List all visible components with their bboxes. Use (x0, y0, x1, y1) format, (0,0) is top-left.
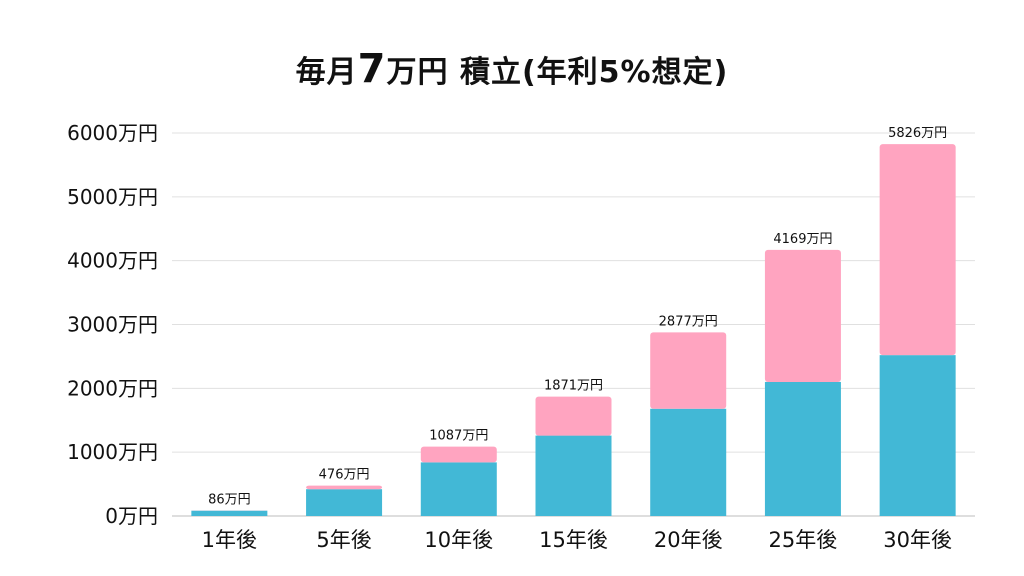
y-tick-label: 0万円 (105, 504, 158, 528)
bar-segment-top (764, 249, 841, 382)
bars (191, 144, 956, 516)
x-tick-label: 25年後 (769, 528, 838, 552)
bar-segment-top (650, 332, 727, 409)
y-tick-label: 6000万円 (67, 121, 158, 145)
bar-segment-top (879, 144, 956, 356)
y-tick-label: 5000万円 (67, 185, 158, 209)
bar-segment-base (650, 408, 727, 516)
bar-segment-base (420, 462, 497, 516)
data-label: 1087万円 (429, 429, 488, 444)
x-tick-label: 30年後 (883, 528, 952, 552)
bar-segment-top (420, 446, 497, 463)
bar-segment-top (306, 485, 383, 490)
data-label: 1871万円 (544, 379, 603, 394)
gridlines (172, 132, 975, 517)
y-tick-label: 4000万円 (67, 249, 158, 273)
data-label: 4169万円 (773, 232, 832, 247)
y-tick-label: 2000万円 (67, 376, 158, 400)
title-suffix: 万円 積立(年利5%想定) (386, 55, 729, 90)
bar-segment-base (879, 355, 956, 516)
chart-title: 毎月7万円 積立(年利5%想定) (0, 46, 1024, 92)
data-label: 2877万円 (659, 314, 718, 329)
x-tick-label: 15年後 (539, 528, 608, 552)
bar-segment-base (764, 381, 841, 516)
bar-segment-base (191, 510, 268, 516)
title-amount: 7 (357, 46, 387, 92)
data-label: 476万円 (319, 468, 370, 483)
x-tick-label: 1年後 (202, 528, 257, 552)
bar-segment-base (535, 435, 612, 516)
x-tick-label: 10年後 (424, 528, 493, 552)
labels: 0万円 1000万円 2000万円 3000万円 4000万円 5000万円 6000万円 8… (67, 121, 952, 552)
bar-segment-base (306, 489, 383, 516)
y-tick-label: 3000万円 (67, 313, 158, 337)
data-label: 5826万円 (888, 126, 947, 141)
bar-segment-top (535, 396, 612, 436)
title-prefix: 毎月 (295, 55, 358, 90)
x-tick-label: 5年後 (316, 528, 371, 552)
x-tick-label: 20年後 (654, 528, 723, 552)
data-label: 86万円 (208, 493, 251, 508)
y-tick-label: 1000万円 (67, 440, 158, 464)
